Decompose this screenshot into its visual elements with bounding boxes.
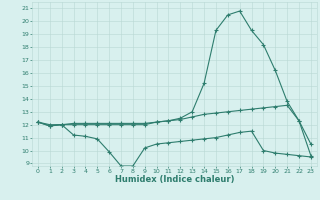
X-axis label: Humidex (Indice chaleur): Humidex (Indice chaleur) [115, 175, 234, 184]
